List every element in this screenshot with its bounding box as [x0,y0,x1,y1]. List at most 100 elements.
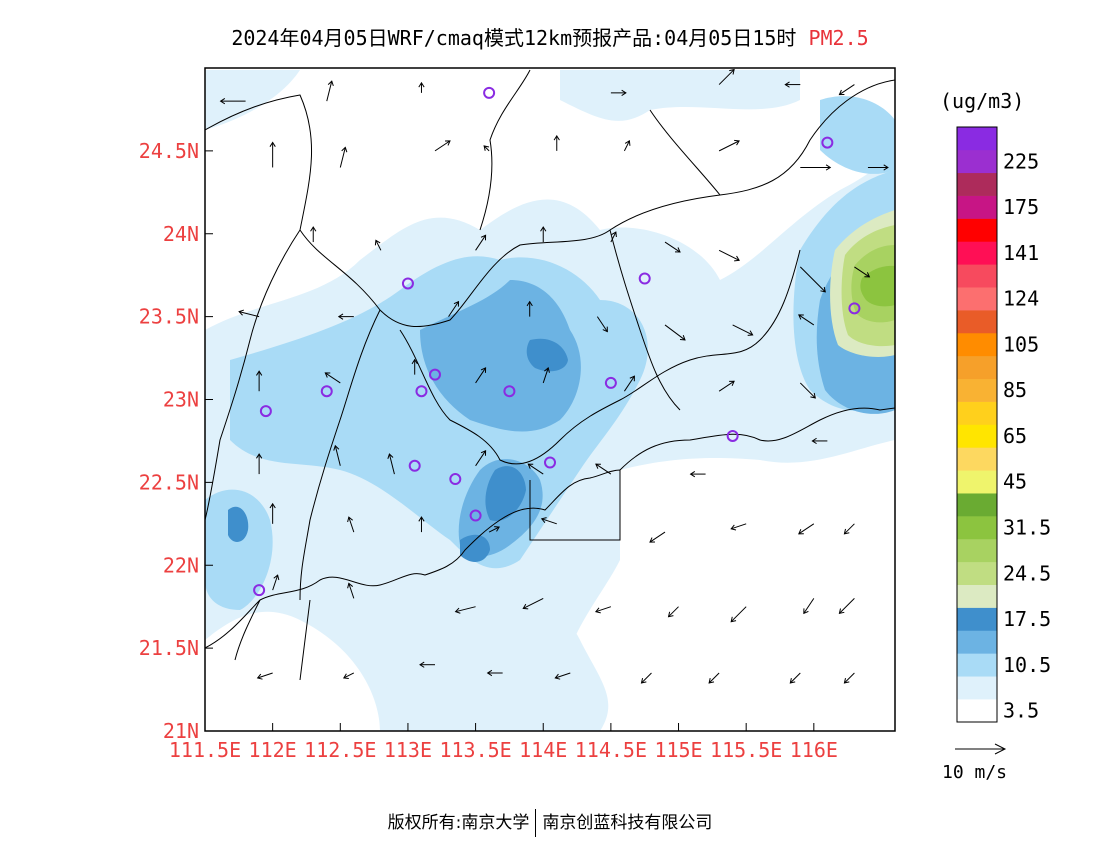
legend-tick-label: 85 [1003,378,1027,402]
lon-tick-label: 112E [249,738,297,762]
legend-swatch [957,584,997,608]
wind-arrow-shaft [798,523,815,535]
wind-arrow [689,470,706,478]
wind-arrow-head [667,611,674,618]
wind-arrow [867,164,889,171]
legend-swatch [957,607,997,631]
wind-arrow [522,597,544,610]
wind-arrow [664,324,686,341]
lat-tick-label: 23.5N [139,305,199,329]
wind-arrow-shaft [799,382,816,399]
legend-swatch [957,218,997,242]
legend-tick-label: 65 [1003,424,1027,448]
wind-arrow [339,146,348,168]
legend-swatch [957,401,997,425]
wind-arrow [540,517,557,525]
wind-arrow-head [310,226,317,232]
wind-arrow [324,372,341,384]
wind-arrow-shaft [542,367,549,384]
wind-arrow-shaft [718,140,740,152]
station-marker [415,385,428,398]
wind-arrow-head [838,608,845,615]
wind-arrow-head [674,247,681,253]
wind-arrow [310,226,317,243]
legend-swatch [957,355,997,380]
wind-arrow-head [527,463,534,469]
wind-arrow-head [256,453,263,459]
wind-arrow-head [843,528,850,535]
legend-tick-label: 225 [1003,149,1039,173]
legend-unit: (ug/m3) [940,89,1024,113]
wind-vectors [219,68,889,684]
wind-arrow [640,672,652,684]
wind-arrow [623,140,631,152]
wind-arrow [326,80,334,102]
wind-arrow-head [327,80,334,87]
wind-arrow [799,382,816,399]
wind-arrow [387,453,395,475]
wind-arrow-head [480,450,487,456]
wind-arrow-head [522,603,529,610]
axes: 111.5E 112E 112.5E 113E 113.5E 114E 114.5E 115E… [139,139,838,762]
wind-arrow-shaft [527,463,544,475]
legend-swatch [957,241,997,265]
wind-arrow-head [621,89,627,96]
wind-arrow [789,672,801,684]
wind-arrow-head [444,140,451,146]
station-marker [408,459,421,472]
legend-swatch [957,127,997,151]
wind-arrow [434,140,451,152]
wind-arrow-shaft [257,672,273,679]
wind-arrow [718,68,735,85]
wind-arrow-shaft [708,672,720,684]
wind-arrow [854,266,871,278]
station-marker [821,136,834,149]
wind-arrow [418,516,425,533]
wind-arrow [554,672,571,680]
wind-arrow-shaft [789,672,801,684]
wind-arrow-head [798,529,804,535]
wind-arrow-shaft [238,311,260,318]
legend-swatch [957,378,997,402]
wind-arrow-head [883,164,889,171]
wind-arrow-head [324,372,331,378]
wind-arrow [269,141,276,168]
wind-arrow-head [789,677,796,684]
wind-arrow [347,516,355,533]
wind-arrow [838,598,855,615]
wind-arrow-head [640,677,647,684]
wind-arrow [374,239,382,251]
wind-arrow [475,234,487,251]
wind-arrow-shaft [434,140,451,152]
wind-arrow-shaft [844,672,855,684]
wind-arrow-shaft [718,380,735,392]
wind-arrow-head [864,272,871,278]
wind-key-label: 10 m/s [942,762,1007,783]
station-marker [544,456,556,469]
wind-arrow-head [629,375,635,382]
wind-arrow-shaft [718,249,740,261]
wind-arrow-shaft [448,301,459,317]
legend-swatch [957,195,997,219]
wind-arrow [730,523,747,531]
wind-arrow-head [238,309,245,316]
map-boundaries [205,69,895,681]
legend-swatch [957,172,997,196]
wind-arrow-head [387,453,394,459]
station-marker [449,473,462,486]
title-text: 2024年04月05日WRF/cmaq模式12km预报产品:04月05日15时 [231,26,797,50]
wind-arrow [730,606,747,623]
lat-tick-label: 22.5N [139,470,199,494]
wind-arrow-head [689,470,696,478]
wind-arrow-head [734,139,740,146]
wind-arrow-head [729,380,735,386]
wind-arrow-head [540,517,547,524]
wind-arrow-shaft [668,606,679,618]
station-marker [259,405,272,418]
wind-arrow-shaft [388,453,395,475]
station-marker [638,272,651,285]
wind-arrow-shaft [325,372,341,384]
legend-swatch [957,653,997,677]
wind-arrow-head [730,524,737,531]
wind-key-arrowhead [994,743,1007,755]
